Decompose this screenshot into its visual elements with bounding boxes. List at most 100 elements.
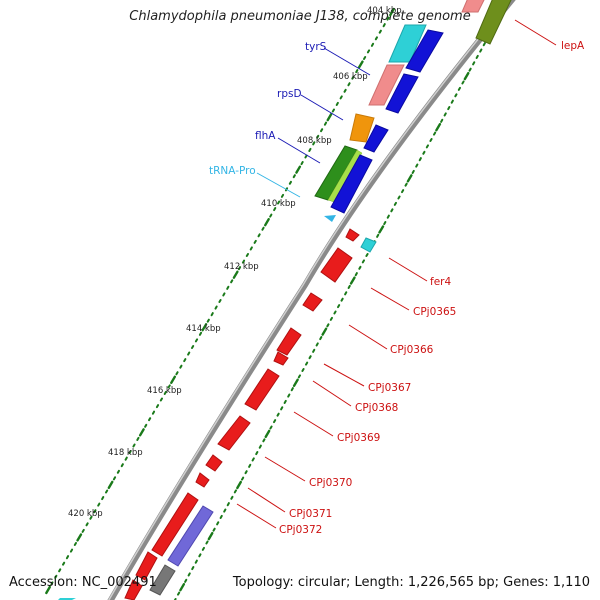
tick-dot: [316, 134, 320, 139]
tick-dot: [226, 285, 230, 290]
gene-CPj0367[interactable]: [276, 327, 302, 356]
label-rpsD: rpsD: [277, 88, 302, 100]
tick-dot: [374, 36, 378, 41]
tick-dot: [198, 553, 202, 558]
tick-dot: [283, 399, 287, 404]
tick-dot: [397, 195, 401, 200]
tick-dot: [447, 106, 451, 111]
tick-dot: [253, 239, 257, 244]
gene-CPj0366[interactable]: [302, 292, 323, 312]
tick-dot: [308, 147, 312, 152]
tick-dot: [340, 297, 344, 302]
tick-label-416: 416 kbp: [147, 386, 182, 396]
tick-dot: [376, 233, 380, 238]
tick-dot: [183, 358, 187, 363]
gene-blue-408[interactable]: [363, 124, 389, 153]
gene-pink-406[interactable]: [368, 64, 405, 106]
tick-dot: [112, 476, 117, 481]
tick-dot: [347, 284, 351, 289]
tick-dot: [173, 598, 177, 600]
tick-dot: [191, 345, 195, 349]
tick-dot: [288, 180, 292, 185]
gene-CPj0367b[interactable]: [273, 351, 289, 366]
tick-dot: [257, 233, 261, 238]
map-title: Chlamydophila pneumoniae J138, complete …: [129, 9, 471, 24]
tick-dot: [305, 361, 309, 366]
leader-CPj0370: [264, 456, 306, 482]
tick-dot: [232, 270, 239, 279]
tick-dot: [411, 169, 415, 174]
tick-label-418: 418 kbp: [108, 448, 143, 458]
gene-CPj0369[interactable]: [217, 415, 251, 451]
label-CPj0372: CPj0372: [279, 524, 322, 536]
gene-blue-410[interactable]: [330, 154, 373, 214]
tick-dot: [280, 193, 285, 198]
tick-dot: [76, 533, 83, 542]
tick-dot: [194, 559, 198, 564]
tick-dot: [337, 304, 341, 309]
features-inner: [58, 0, 512, 600]
tick-dot: [295, 165, 302, 174]
gene-CPj0372[interactable]: [151, 492, 199, 557]
tick-dot: [205, 540, 209, 545]
gene-rpsD[interactable]: [349, 113, 375, 143]
tick-dot: [269, 425, 273, 430]
tick-dot: [280, 406, 284, 411]
tick-dot: [218, 299, 222, 303]
tick-dot: [320, 128, 324, 133]
leader-CPj0365: [370, 287, 410, 311]
tick-dot: [422, 150, 426, 155]
tick-dot: [258, 444, 262, 449]
tick-dot: [264, 429, 271, 439]
tick-dot: [124, 456, 128, 461]
gene-CPj0371[interactable]: [195, 472, 210, 488]
tick-dot: [461, 80, 465, 85]
leader-CPj0368: [312, 380, 352, 407]
tick-dot: [62, 561, 66, 566]
gene-CPj0370[interactable]: [205, 454, 223, 472]
gene-purple[interactable]: [167, 505, 214, 567]
tick-dot: [479, 48, 483, 53]
tick-dot: [214, 305, 218, 310]
gene-blue-406[interactable]: [385, 73, 419, 114]
tick-dot: [406, 174, 413, 183]
tick-dot: [187, 351, 191, 356]
gene-blue-404[interactable]: [405, 29, 444, 73]
tick-dot: [198, 331, 203, 336]
tick-dot: [425, 144, 429, 149]
gene-CPj0368[interactable]: [244, 368, 280, 411]
tick-dot: [386, 16, 390, 21]
tick-dot: [339, 95, 343, 100]
label-tRNA-Pro: tRNA-Pro: [209, 165, 256, 177]
tick-dot: [148, 417, 152, 422]
tick-dot: [277, 200, 281, 205]
tick-dot: [319, 336, 323, 341]
tick-dot: [472, 61, 476, 66]
label-CPj0365: CPj0365: [413, 306, 456, 318]
gene-tRNA-Pro[interactable]: [324, 215, 336, 222]
gene-red-lower-a[interactable]: [135, 551, 158, 581]
gene-lepA-top[interactable]: [461, 0, 485, 13]
gene-red-lower-b[interactable]: [124, 579, 143, 600]
gene-lepA[interactable]: [475, 0, 512, 45]
tick-label-412: 412 kbp: [224, 262, 259, 272]
tick-dot: [144, 423, 148, 428]
gene-fer4[interactable]: [360, 237, 377, 253]
tick-dot: [415, 163, 419, 168]
tick-dot: [219, 514, 223, 519]
tick-dot: [393, 201, 397, 206]
tick-dot: [365, 253, 369, 257]
leader-CPj0371: [247, 487, 286, 513]
gene-CPj0365[interactable]: [320, 247, 353, 283]
leader-fer4: [388, 257, 428, 282]
genome-backbone-highlight: [108, 0, 511, 600]
gene-gray[interactable]: [149, 564, 176, 596]
tick-dot: [304, 154, 308, 159]
tick-dot: [237, 266, 242, 271]
gene-fer4-red[interactable]: [345, 228, 360, 242]
tick-dot: [251, 457, 255, 462]
tick-dot: [179, 583, 186, 592]
tick-dot: [361, 259, 365, 264]
tick-dot: [323, 121, 328, 126]
